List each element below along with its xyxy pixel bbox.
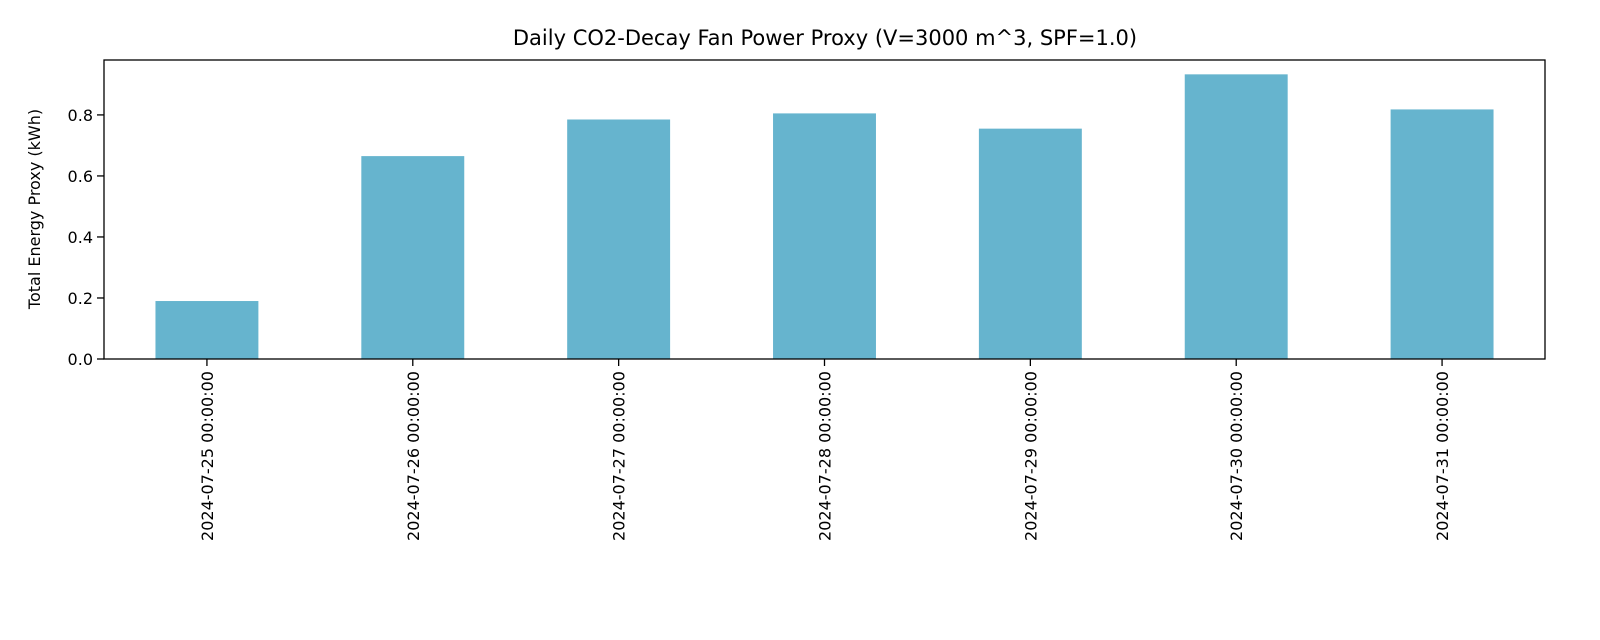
bar-2 [361,156,465,359]
bar-1 [155,301,259,359]
x-tick-label: 2024-07-31 00:00:00 [1433,371,1452,541]
y-tick-label: 0.2 [68,289,93,308]
bar-6 [1184,74,1288,360]
bar-4 [773,113,876,360]
bars-group [155,74,1494,360]
x-axis-ticks: 2024-07-25 00:00:00 2024-07-26 00:00:00 20… [198,359,1452,541]
y-axis-ticks: 0.0 0.2 0.4 0.6 0.8 [68,106,104,369]
x-tick-label: 2024-07-26 00:00:00 [404,371,423,541]
x-tick-label: 2024-07-30 00:00:00 [1227,371,1246,541]
x-tick-label: 2024-07-29 00:00:00 [1021,371,1040,541]
bar-7 [1390,109,1494,359]
bar-5 [978,128,1082,359]
y-tick-label: 0.0 [68,350,93,369]
y-tick-label: 0.6 [68,167,93,186]
x-tick-label: 2024-07-28 00:00:00 [816,371,835,541]
y-axis-label: Total Energy Proxy (kWh) [25,109,44,310]
y-tick-label: 0.8 [68,106,93,125]
x-tick-label: 2024-07-25 00:00:00 [198,371,217,541]
chart-title: Daily CO2-Decay Fan Power Proxy (V=3000 … [513,26,1137,50]
plot-area-frame [103,59,1546,360]
bar-3 [567,119,671,359]
x-tick-label: 2024-07-27 00:00:00 [610,371,629,541]
y-tick-label: 0.4 [68,228,93,247]
